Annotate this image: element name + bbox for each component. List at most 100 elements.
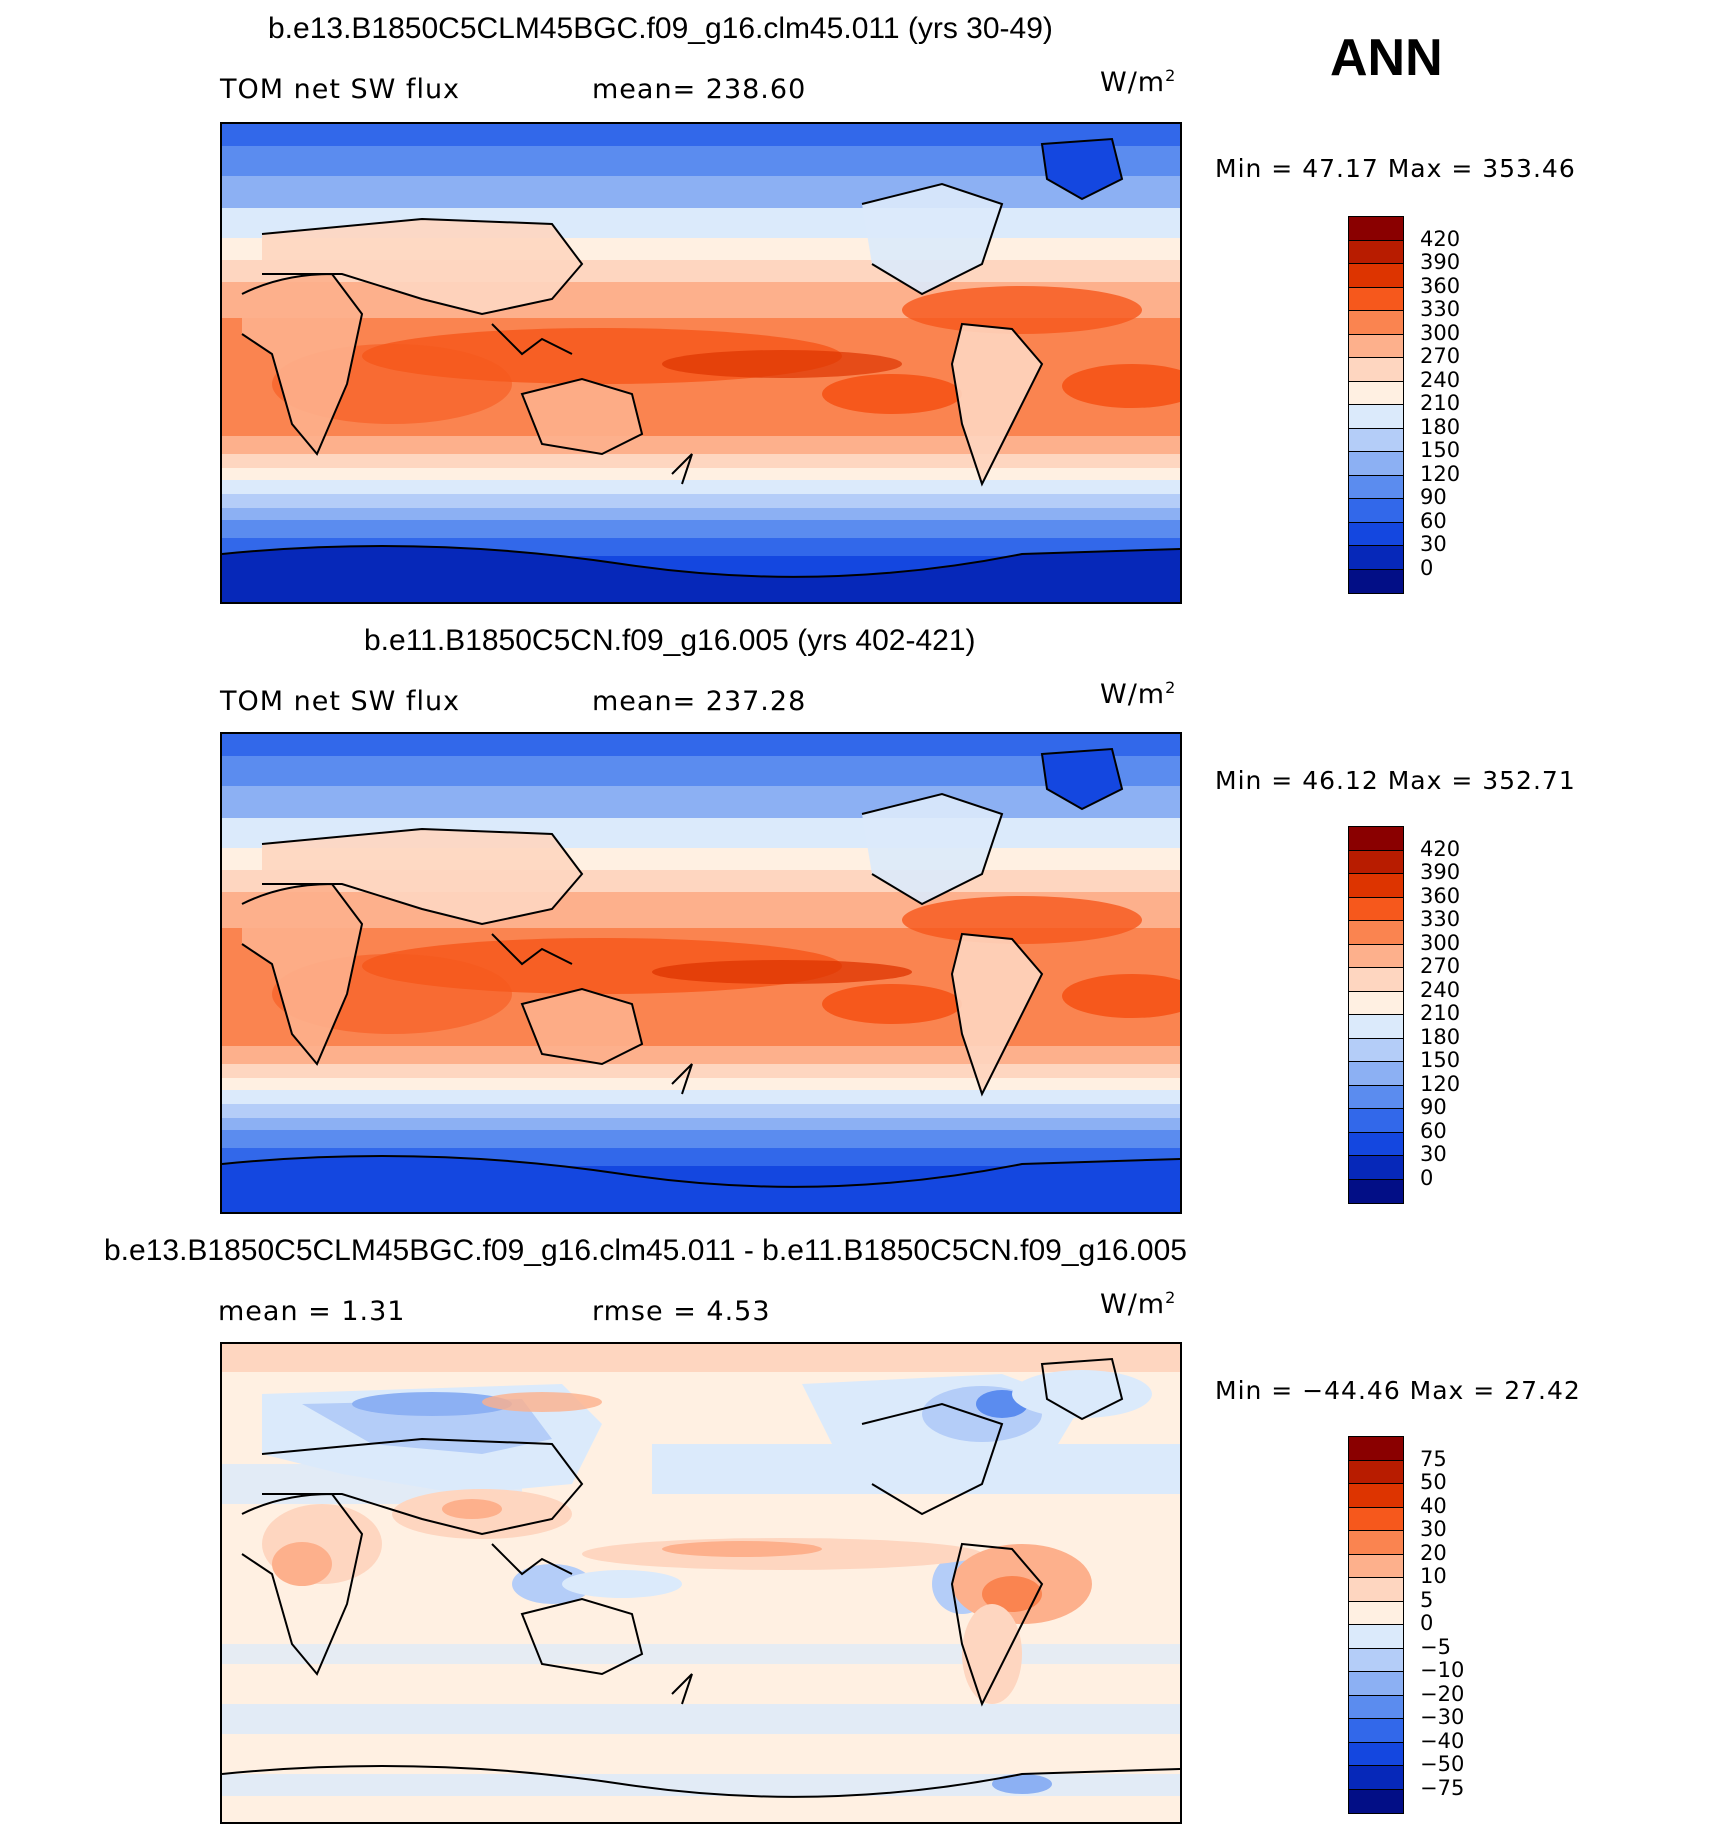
panel-1-map: [220, 122, 1182, 604]
colorbar-box: [1349, 428, 1403, 452]
colorbar-tick-label: 360: [1420, 883, 1461, 908]
colorbar-box: [1349, 921, 1403, 945]
colorbar-box: [1349, 1437, 1403, 1461]
panel-2-units-exponent: 2: [1165, 678, 1177, 697]
colorbar-box: [1349, 944, 1403, 968]
panel-2-units-base: W/m: [1100, 679, 1166, 710]
colorbar-tick-label: 20: [1420, 1540, 1447, 1565]
colorbar-box: [1349, 1038, 1403, 1062]
colorbar-tick-label: 50: [1420, 1470, 1447, 1494]
colorbar-box: [1349, 452, 1403, 476]
panel-1-mean-label: mean= 238.60: [592, 74, 807, 105]
colorbar-tick-label: 360: [1420, 273, 1461, 298]
season-label: ANN: [1330, 29, 1443, 87]
colorbar-box: [1349, 546, 1403, 570]
colorbar-tick-label: 420: [1420, 226, 1461, 251]
colorbar-tick-label: 420: [1420, 836, 1461, 861]
colorbar-boxes: [1348, 826, 1404, 1204]
colorbar-tick-label: 60: [1420, 508, 1447, 533]
panel-1-units-exponent: 2: [1165, 66, 1177, 85]
panel-3-title: b.e13.B1850C5CLM45BGC.f09_g16.clm45.011 …: [104, 1234, 1187, 1267]
colorbar-box: [1349, 1578, 1403, 1602]
colorbar-box: [1349, 1648, 1403, 1672]
panel-1-colorbar: 420 390 360 330 300 270 240 210 180 150 120 90 60 30 0: [1348, 216, 1460, 594]
colorbar-tick-label: 90: [1420, 485, 1447, 509]
colorbar-box: [1349, 522, 1403, 546]
colorbar-box: [1349, 1015, 1403, 1039]
colorbar-box: [1349, 968, 1403, 992]
colorbar-tick-label: 300: [1420, 320, 1461, 345]
panel-3-units-exponent: 2: [1165, 1288, 1177, 1307]
colorbar-box: [1349, 240, 1403, 264]
colorbar-box: [1349, 287, 1403, 311]
colorbar-box: [1349, 217, 1403, 241]
colorbar-box: [1349, 897, 1403, 921]
panel-3-rmse-label: rmse = 4.53: [592, 1296, 771, 1327]
colorbar-tick-label: 0: [1420, 1611, 1434, 1635]
panel-3-mean-label: mean = 1.31: [218, 1296, 406, 1327]
panel-2-variable-label: TOM net SW flux: [220, 686, 461, 717]
colorbar-box: [1349, 1179, 1403, 1203]
panel-1-units: W/m2: [1100, 66, 1176, 98]
colorbar-tick-label: 180: [1420, 414, 1461, 439]
colorbar-box: [1349, 1156, 1403, 1180]
colorbar-box: [1349, 1132, 1403, 1156]
colorbar-tick-label: 330: [1420, 297, 1461, 321]
colorbar-tick-label: 0: [1420, 555, 1434, 580]
colorbar-box: [1349, 499, 1403, 523]
colorbar-tick-label: 270: [1420, 344, 1461, 368]
colorbar-tick-label: 390: [1420, 250, 1461, 274]
colorbar-box: [1349, 1507, 1403, 1531]
colorbar-box: [1349, 311, 1403, 335]
colorbar-box: [1349, 991, 1403, 1015]
colorbar-box: [1349, 1672, 1403, 1696]
colorbar-boxes: [1348, 216, 1404, 594]
colorbar-tick-label: 5: [1420, 1587, 1434, 1612]
colorbar-tick-label: 75: [1420, 1446, 1447, 1471]
colorbar-tick-label: 270: [1420, 954, 1461, 978]
colorbar-box: [1349, 1625, 1403, 1649]
colorbar-box: [1349, 1742, 1403, 1766]
colorbar-box: [1349, 264, 1403, 288]
panel-3-colorbar: 75 50 40 30 20 10 5 0 −5 −10 −20 −30 −40 −50 −75: [1348, 1436, 1464, 1814]
colorbar-box: [1349, 569, 1403, 593]
colorbar-box: [1349, 850, 1403, 874]
colorbar-tick-label: 0: [1420, 1165, 1434, 1190]
colorbar-box: [1349, 1766, 1403, 1790]
colorbar-box: [1349, 475, 1403, 499]
colorbar-tick-label: 210: [1420, 1001, 1461, 1025]
colorbar-tick-label: 150: [1420, 438, 1461, 462]
colorbar-box: [1349, 1460, 1403, 1484]
colorbar-tick-label: 390: [1420, 860, 1461, 884]
panel-1-min-max: Min = 47.17 Max = 353.46: [1215, 154, 1576, 183]
panel-2-min-max: Min = 46.12 Max = 352.71: [1215, 766, 1576, 795]
colorbar-box: [1349, 1719, 1403, 1743]
colorbar-box: [1349, 1601, 1403, 1625]
colorbar-tick-label: −30: [1420, 1705, 1465, 1729]
colorbar-tick-label: 150: [1420, 1048, 1461, 1072]
panel-3-units: W/m2: [1100, 1288, 1176, 1320]
colorbar-tick-label: 30: [1420, 1142, 1447, 1166]
panel-2-units: W/m2: [1100, 678, 1176, 710]
colorbar-tick-label: −5: [1420, 1634, 1451, 1659]
colorbar-tick-label: 240: [1420, 977, 1461, 1002]
panel-1-variable-label: TOM net SW flux: [220, 74, 461, 105]
panel-2-mean-label: mean= 237.28: [592, 686, 807, 717]
colorbar-tick-label: 120: [1420, 1071, 1461, 1096]
colorbar-tick-label: −50: [1420, 1752, 1465, 1776]
colorbar-box: [1349, 1695, 1403, 1719]
colorbar-tick-label: 30: [1420, 1517, 1447, 1541]
colorbar-box: [1349, 1789, 1403, 1813]
colorbar-tick-label: −10: [1420, 1658, 1465, 1682]
panel-3-min-max: Min = −44.46 Max = 27.42: [1215, 1376, 1581, 1405]
colorbar-box: [1349, 1062, 1403, 1086]
colorbar-box: [1349, 827, 1403, 851]
colorbar-box: [1349, 1484, 1403, 1508]
panel-2-colorbar: 420 390 360 330 300 270 240 210 180 150 120 90 60 30 0: [1348, 826, 1460, 1204]
colorbar-box: [1349, 1554, 1403, 1578]
colorbar-tick-label: 210: [1420, 391, 1461, 415]
panel-2-map: [220, 732, 1182, 1214]
colorbar-tick-label: −75: [1420, 1775, 1465, 1800]
colorbar-tick-label: 120: [1420, 461, 1461, 486]
colorbar-boxes: [1348, 1436, 1404, 1814]
